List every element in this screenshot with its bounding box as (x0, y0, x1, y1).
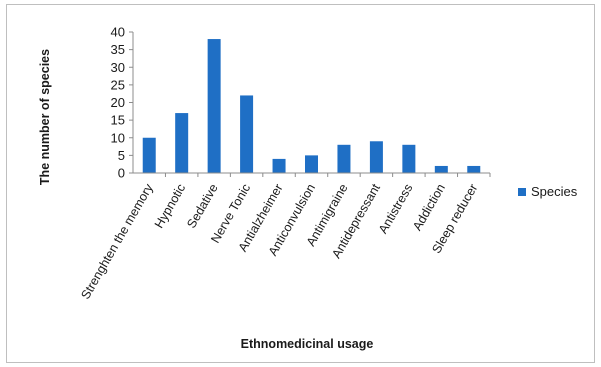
bar-antidepressant (369, 141, 383, 173)
y-tick-label: 25 (111, 77, 125, 92)
y-tick-label: 20 (111, 95, 125, 110)
bar-sedative (207, 39, 221, 173)
x-axis-category-labels: Strenghten the memoryHypnoticSedativeNer… (78, 173, 491, 302)
y-tick-label: 40 (111, 25, 125, 40)
bar-strenghten-the-memory (142, 137, 156, 173)
y-axis-ticks: 0 5 10 15 20 25 30 35 40 (111, 25, 133, 181)
x-tick-label: Strenghten the memory (78, 181, 156, 302)
legend-label-species: Species (531, 184, 578, 199)
bar-antimigraine (337, 144, 351, 173)
bar-hypnotic (175, 113, 189, 173)
bars (142, 39, 481, 173)
y-tick-label: 15 (111, 113, 125, 128)
y-tick-label: 30 (111, 60, 125, 75)
bar-nerve-tonic (240, 95, 254, 173)
x-axis-title: Ethnomedicinal usage (241, 337, 374, 351)
y-tick-label: 0 (118, 166, 125, 181)
y-axis-title: The number of species (38, 49, 52, 185)
y-tick-label: 10 (111, 130, 125, 145)
bar-sleep-reducer (467, 165, 481, 173)
bar-antialzheimer (272, 158, 286, 173)
y-tick-label: 35 (111, 42, 125, 57)
bar-anticonvulsion (305, 155, 318, 173)
x-tick-label: Sedative (184, 181, 220, 230)
legend-swatch-species (518, 188, 526, 196)
bar-addiction (434, 165, 448, 173)
bar-antistress (402, 144, 416, 173)
y-tick-label: 5 (118, 148, 125, 163)
chart-frame (6, 4, 595, 363)
x-tick-label: Hypnotic (152, 182, 188, 231)
legend: Species (518, 184, 578, 199)
